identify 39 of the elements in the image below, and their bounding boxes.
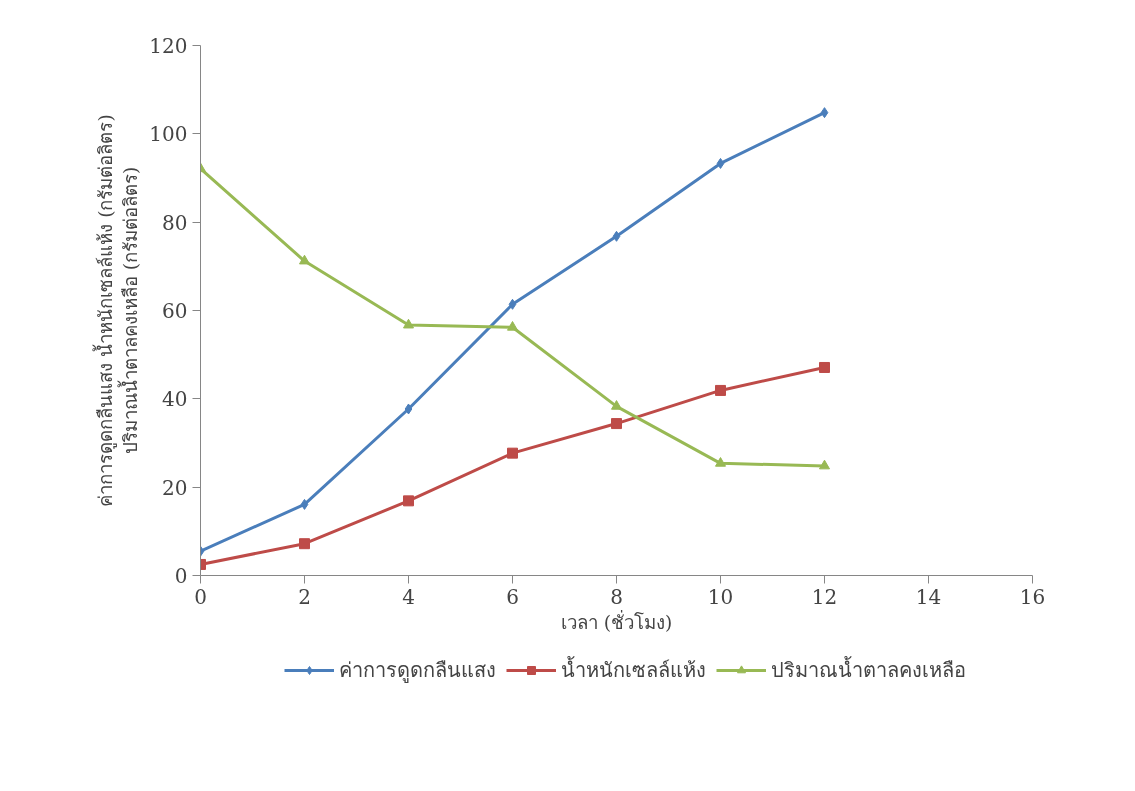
point [300,498,309,510]
y-tick-label: 20 [162,475,188,500]
point [715,384,726,396]
point [299,254,310,265]
y-tick-label: 100 [149,122,188,147]
x-tick-label: 10 [707,584,734,609]
y-tick-label: 0 [174,564,188,588]
point [611,418,622,430]
point [820,107,829,119]
y-tick-label: 60 [162,299,188,323]
x-tick-label: 12 [811,584,838,609]
x-tick-label: 16 [1019,584,1046,609]
x-tick-label: 0 [194,584,207,609]
point [715,457,726,467]
y-tick-label: 40 [162,387,188,412]
legend-label: ค่าการดูดกลืนแสง [339,657,496,685]
point [299,538,310,550]
point [508,298,517,310]
point [819,459,830,470]
x-tick-label: 2 [298,584,311,609]
x-tick-label: 8 [610,584,623,609]
point [507,447,518,459]
x-tick-label: 4 [402,584,415,609]
point [819,361,830,373]
point [403,495,414,507]
x-tick-label: 14 [915,584,942,609]
point [507,321,518,331]
x-tick-label: 6 [506,584,519,609]
y-tick-label: 120 [149,34,188,58]
point [404,403,413,415]
point [716,157,725,169]
point [612,230,621,242]
legend-label: น้ำหนักเซลล์แห้ง [561,655,706,684]
y-axis-title: ค่าการดูดกลืนแสง น้ำหนักเซลล์แห้ง (กรัมต่อลิตร) ปริมาณน้ำตาลคงเหลือ (กรัมต่อลิตร) [92,114,142,507]
point [611,400,622,410]
x-axis-title: เวลา (ชั่วโมง) [560,609,673,633]
y-tick-label: 80 [162,210,188,235]
point [403,318,414,329]
legend-label: ปริมาณน้ำตาลคงเหลือ [771,655,966,684]
